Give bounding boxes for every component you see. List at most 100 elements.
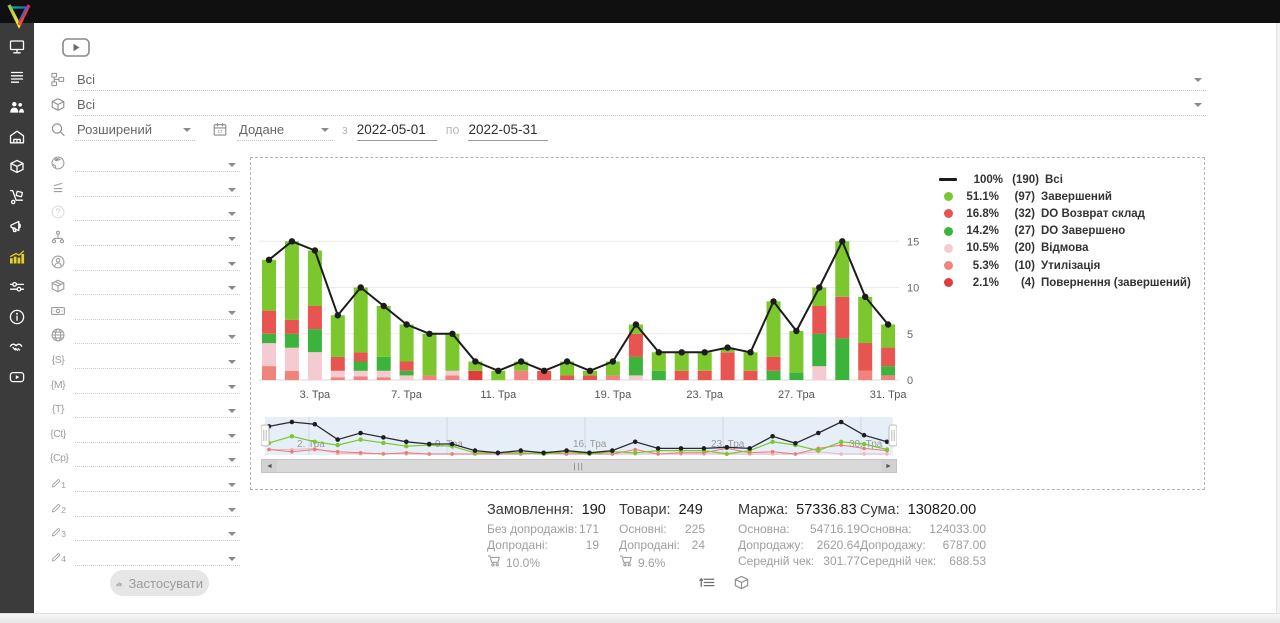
sidebar-item-settings[interactable] <box>4 278 30 296</box>
video-tutorials-icon <box>9 371 25 383</box>
products-view-button[interactable] <box>731 574 752 594</box>
sidebar-item-video-tutorials[interactable] <box>4 368 30 386</box>
chart-navigator[interactable]: 2. Тра 9. Тра 16. Тра 23. Тра 30. Тра <box>261 416 897 460</box>
filter-select-15[interactable] <box>75 499 240 517</box>
legend-item[interactable]: 10.5% (20) Відмова <box>939 240 1191 257</box>
navigator-scrollbar[interactable]: ◄ ||| ► <box>261 459 897 473</box>
chevron-down-icon <box>228 433 236 438</box>
tag-ct-icon: {Ct} <box>50 427 66 440</box>
search-mode-select[interactable]: Розширений <box>75 119 195 141</box>
scroll-right-button[interactable]: ► <box>881 460 896 472</box>
tag-t-icon: {T} <box>52 403 64 416</box>
filter-select-1[interactable] <box>75 154 240 173</box>
chevron-down-icon <box>228 483 236 488</box>
product-select[interactable]: Всі <box>75 94 1206 116</box>
pencil-1-icon: 1 <box>50 476 66 490</box>
status-select[interactable]: Всі <box>75 69 1206 91</box>
scroll-left-button[interactable]: ◄ <box>262 460 277 472</box>
legend-item[interactable]: 2.1% (4) Повернення (завершений) <box>939 274 1191 291</box>
help-icon <box>50 204 66 220</box>
stat-products: Товари: 249 Основні: 225 Допродані: 24 9.6% <box>619 500 705 571</box>
legend-dot-marker <box>944 278 953 288</box>
sidebar-item-procurement[interactable] <box>4 188 30 206</box>
filter-select-6[interactable] <box>75 277 240 296</box>
filter-select-9[interactable] <box>75 351 240 370</box>
stat-sub-row: Допродажу: 6787.00 <box>860 538 986 552</box>
filter-row <box>50 151 240 176</box>
video-help-button[interactable] <box>62 38 90 57</box>
stat-sub-row: Допродані: 24 <box>619 538 705 552</box>
filter-select-13[interactable] <box>75 449 240 468</box>
sidebar-item-orders[interactable] <box>4 68 30 86</box>
app-logo-icon[interactable] <box>5 1 33 34</box>
filter-select-17[interactable] <box>75 548 240 566</box>
filter-select-4[interactable] <box>75 228 240 247</box>
svg-text:15: 15 <box>907 236 919 248</box>
package-icon <box>50 278 66 294</box>
date-from-input[interactable]: 2022-05-01 <box>356 119 437 141</box>
customers-icon <box>10 102 24 113</box>
sidebar-item-statistics[interactable] <box>4 248 30 266</box>
navigator-selection[interactable] <box>265 417 893 455</box>
date-field-select[interactable]: Додане <box>237 119 333 141</box>
stat-title: Товари: 249 <box>619 502 703 518</box>
status-select-value: Всі <box>77 71 96 87</box>
product-filter-row: Всі <box>50 92 1206 117</box>
filter-select-11[interactable] <box>75 400 240 419</box>
scrollbar-track[interactable]: ||| <box>277 462 881 471</box>
sidebar-item-partners[interactable] <box>4 338 30 356</box>
total-line[interactable] <box>265 238 892 374</box>
filter-select-16[interactable] <box>75 523 240 542</box>
legend-item[interactable]: 5.3% (10) Утилізація <box>939 257 1191 274</box>
apply-button-label: Застосувати <box>128 575 203 591</box>
apply-button[interactable]: Застосувати <box>110 570 209 596</box>
filter-select-8[interactable] <box>75 326 240 345</box>
stat-sub-row: Допродані: 19 <box>487 538 599 552</box>
scrollbar-grip[interactable]: ||| <box>573 461 585 471</box>
filter-select-10[interactable] <box>75 376 240 394</box>
page-scrollbar[interactable] <box>1276 23 1280 614</box>
svg-text:3. Тра: 3. Тра <box>300 389 331 401</box>
legend-item[interactable]: 16.8% (32) DO Возврат склад <box>939 205 1191 222</box>
navigator-handle[interactable] <box>888 424 897 447</box>
legend-item[interactable]: 100% (190) Всі <box>939 171 1191 188</box>
search-date-row: Розширений 17 Додане з 2022-05-01 по 202… <box>50 117 1206 142</box>
chevron-down-icon <box>228 409 236 414</box>
filter-row: 2 <box>50 495 240 520</box>
filter-select-5[interactable] <box>75 253 240 271</box>
legend-item[interactable]: 14.2% (27) DO Завершено <box>939 223 1191 240</box>
sidebar-item-info[interactable] <box>4 308 30 326</box>
filter-select-12[interactable] <box>75 425 240 443</box>
main-chart[interactable]: 0 5 10 15 3. Тра 7. Тра 11. Тра 19. Тра 23. Тра 2… <box>251 158 1204 489</box>
sidebar-item-customers[interactable] <box>4 98 30 116</box>
sidebar-item-marketing[interactable] <box>4 218 30 236</box>
filter-select-3[interactable] <box>75 203 240 222</box>
legend-item[interactable]: 51.1% (97) Завершений <box>939 188 1191 205</box>
filter-select-14[interactable] <box>75 474 240 493</box>
calendar-icon: 17 <box>212 121 228 138</box>
filter-select-2[interactable] <box>75 179 240 197</box>
orders-list-view-button[interactable] <box>696 574 717 594</box>
sidebar-item-dashboard[interactable] <box>4 38 30 56</box>
svg-text:23. Тра: 23. Тра <box>686 389 724 401</box>
play-icon <box>62 38 90 57</box>
filter-row <box>50 299 240 324</box>
chevron-down-icon <box>321 127 329 132</box>
svg-text:23. Тра: 23. Тра <box>711 439 745 450</box>
sidebar-item-products[interactable] <box>4 158 30 176</box>
stacked-bars[interactable] <box>262 241 896 381</box>
hierarchy-icon <box>50 71 66 88</box>
filter-row: 4 <box>50 545 240 570</box>
legend-dot-marker <box>944 209 953 219</box>
chevron-down-icon <box>228 212 236 217</box>
tag-m-icon: {M} <box>50 378 66 391</box>
sidebar-item-warehouse[interactable] <box>4 128 30 146</box>
date-from-label: з <box>342 122 348 137</box>
view-toggles <box>696 574 752 594</box>
navigator-handle[interactable] <box>261 424 270 447</box>
filter-select-7[interactable] <box>75 302 240 320</box>
pencil-4-icon: 4 <box>50 550 66 564</box>
date-field-value: Додане <box>239 121 285 137</box>
filter-row <box>50 200 240 225</box>
date-to-input[interactable]: 2022-05-31 <box>468 119 549 141</box>
